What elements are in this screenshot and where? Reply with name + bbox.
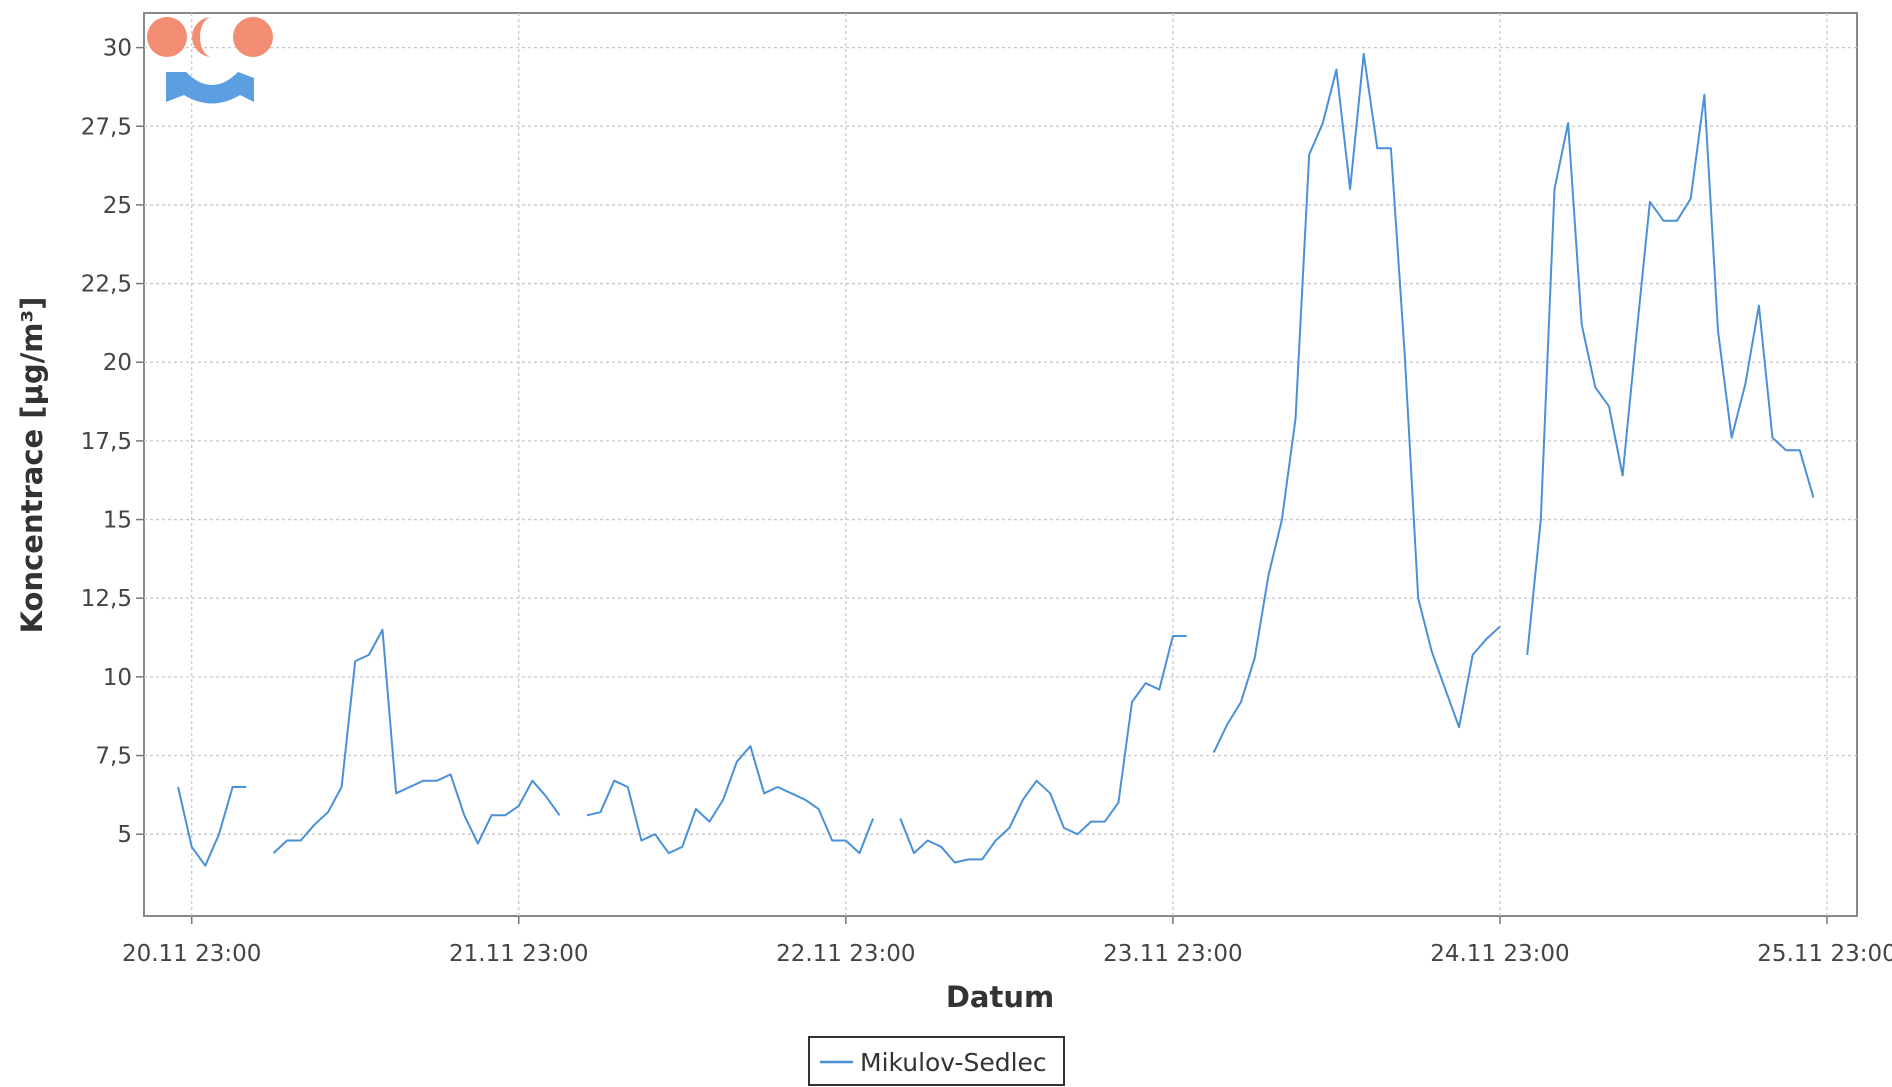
y-tick-label: 12,5 xyxy=(81,586,132,612)
y-tick-label: 27,5 xyxy=(81,114,132,140)
x-tick-label: 20.11 23:00 xyxy=(122,941,261,967)
logo-dot-half xyxy=(192,17,212,57)
series-layer xyxy=(177,52,1815,867)
x-tick-label: 25.11 23:00 xyxy=(1757,941,1892,967)
x-tick-label: 21.11 23:00 xyxy=(449,941,588,967)
legend: Mikulov-Sedlec xyxy=(808,1036,1065,1086)
series-line-segment xyxy=(899,635,1187,864)
plot-area xyxy=(143,12,1858,917)
x-axis-title: Datum xyxy=(946,980,1054,1014)
x-tick-label: 23.11 23:00 xyxy=(1103,941,1242,967)
y-axis-title: Koncentrace [µg/m³] xyxy=(15,297,49,634)
logo-wave xyxy=(166,72,254,104)
y-tick-label: 7,5 xyxy=(95,744,132,770)
logo xyxy=(147,17,273,104)
y-tick-label: 22,5 xyxy=(81,272,132,298)
y-tick-label: 17,5 xyxy=(81,429,132,455)
y-tick-label: 30 xyxy=(103,36,132,62)
y-tick-label: 10 xyxy=(103,665,132,691)
axes: 5 7,5 10 12,5 15 17,5 20 22,5 25 27,5 30 20.11 23:0… xyxy=(81,36,1892,967)
y-tick-label: 25 xyxy=(103,193,132,219)
y-tick-label: 5 xyxy=(117,822,132,848)
series-line-segment xyxy=(586,745,875,855)
x-tick-label: 22.11 23:00 xyxy=(776,941,915,967)
logo-dot-left xyxy=(147,17,187,57)
y-tick-label: 15 xyxy=(103,508,132,534)
logo-dot-right xyxy=(233,17,273,57)
series-line-segment xyxy=(1526,93,1815,656)
legend-label: Mikulov-Sedlec xyxy=(860,1048,1047,1077)
grid xyxy=(144,13,1857,916)
series-line-segment xyxy=(177,786,247,867)
series-line-segment xyxy=(272,628,561,854)
y-tick-label: 20 xyxy=(103,350,132,376)
series-line-segment xyxy=(1212,52,1501,753)
x-tick-label: 24.11 23:00 xyxy=(1430,941,1569,967)
